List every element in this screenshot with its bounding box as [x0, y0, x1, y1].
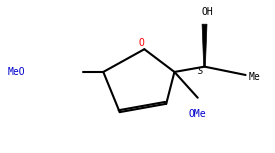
Text: MeO: MeO [7, 67, 25, 77]
Text: Me: Me [248, 72, 260, 82]
Text: OMe: OMe [189, 109, 207, 119]
Text: OH: OH [201, 7, 213, 17]
Polygon shape [202, 24, 207, 67]
Text: S: S [198, 67, 203, 76]
Text: O: O [139, 38, 145, 48]
